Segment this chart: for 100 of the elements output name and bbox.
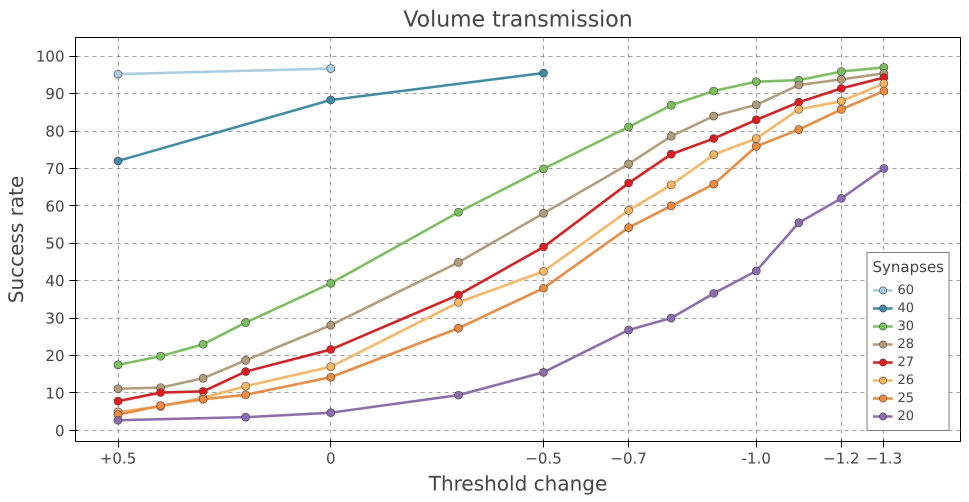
point [752,134,761,143]
point [156,388,165,397]
point [241,412,250,422]
point [837,96,846,106]
legend-label: 60 [898,282,916,299]
point [709,289,718,298]
point [539,68,548,78]
point [752,116,761,124]
point [624,206,633,215]
x-tick-label: -1.0 [742,450,771,468]
x-tick-label: −1.2 [823,450,860,468]
point [666,202,676,210]
legend-label: 28 [898,336,916,353]
point [454,390,463,400]
point [837,194,846,203]
point [326,278,336,288]
point [752,77,761,86]
y-tick-label: 10 [45,384,65,402]
point [752,142,761,151]
point [752,266,761,276]
point [539,368,548,377]
point [880,79,888,88]
y-tick-label: 40 [45,272,65,290]
legend-title: Synapses [872,258,944,276]
point [326,345,336,354]
point [326,408,336,417]
y-tick-label: 100 [36,48,65,66]
point [709,180,718,188]
point [539,284,548,292]
point [794,105,804,114]
point [326,64,336,73]
point [666,314,676,322]
y-tick-label: 60 [45,197,65,216]
y-tick-label: 20 [45,346,65,365]
point [114,360,122,370]
y-tick-label: 70 [45,160,65,178]
y-tick-label: 50 [45,234,65,253]
point [114,70,122,78]
y-axis-title: Success rate [4,176,28,304]
point [709,112,718,120]
legend-label: 25 [898,390,916,407]
point [880,86,888,96]
point [794,125,804,134]
point [539,242,548,252]
point [794,80,804,90]
point [624,160,633,168]
point [454,258,463,267]
y-tick-label: 30 [45,310,65,328]
point [114,396,122,406]
legend-label: 20 [898,408,916,425]
point [539,164,548,174]
point [837,84,846,93]
point [539,267,548,276]
legend-label: 26 [898,372,916,389]
point [156,352,165,361]
point [241,356,250,365]
point [624,178,633,188]
legend-label: 27 [898,354,916,371]
x-tick-label: −0.5 [525,450,562,468]
point [198,374,208,383]
point [709,134,718,143]
x-tick-label: 0 [326,450,336,468]
legend-label: 40 [898,300,916,317]
point [624,122,633,132]
point [241,318,250,327]
point [837,67,846,76]
point [454,290,463,300]
point [709,86,718,96]
x-axis-title: Threshold change [428,472,608,496]
point [837,105,846,114]
point [114,384,122,394]
point [241,382,250,390]
point [624,326,633,334]
point [454,324,463,332]
legend-label: 30 [898,318,916,335]
point [794,98,804,107]
point [454,298,463,307]
point [454,208,463,216]
point [326,96,336,104]
point [326,362,336,371]
point [198,340,208,349]
x-tick-label: −0.7 [610,450,647,468]
point [752,100,761,110]
chart-title: Volume transmission [403,8,633,32]
point [794,218,804,227]
point [709,150,718,159]
y-tick-label: 80 [45,122,65,141]
point [326,372,336,382]
point [624,223,633,232]
y-tick-label: 0 [54,422,65,440]
x-tick-label: −1.3 [866,450,902,468]
point [326,320,336,330]
point [241,367,250,376]
point [666,150,676,159]
x-tick-label: +0.5 [100,450,136,468]
point [666,180,676,190]
point [114,156,122,166]
point [241,390,250,400]
point [114,416,122,424]
point [666,132,676,141]
